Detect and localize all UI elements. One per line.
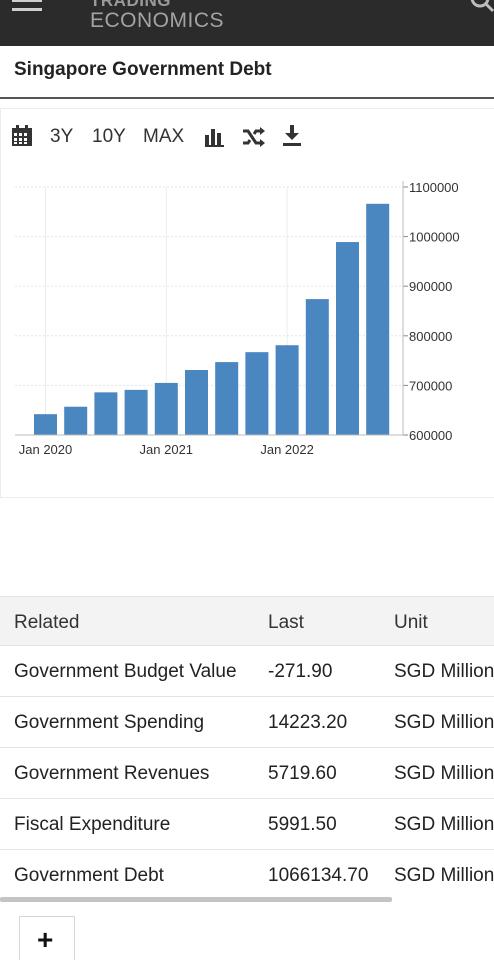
y-tick-label: 1100000 [409,180,459,195]
table-header-row: Related Last Unit [0,596,494,646]
row-unit: SGD Million [394,661,494,682]
row-last: -271.90 [268,661,333,682]
table-row[interactable]: Government Debt 1066134.70 SGD Million [0,850,494,901]
bar [336,242,359,435]
y-tick-label: 600000 [409,428,452,443]
add-button[interactable]: + [19,916,75,960]
search-icon[interactable] [466,0,494,16]
range-10y-button[interactable]: 10Y [92,126,126,147]
title-divider [0,97,494,99]
bar [215,362,239,435]
related-table: Related Last Unit Government Budget Valu… [0,596,494,901]
column-header-last[interactable]: Last [268,612,304,633]
bar [275,345,299,435]
y-tick-label: 900000 [409,279,452,294]
y-tick-label: 700000 [409,378,452,393]
range-max-button[interactable]: MAX [143,126,185,147]
row-unit: SGD Million [394,865,494,886]
bar-chart-icon[interactable] [205,127,225,147]
chart-panel: 3Y 10Y MAX 600000 700000 800000 900000 10000… [0,108,494,498]
bar [366,203,390,435]
table-row[interactable]: Government Spending 14223.20 SGD Million [0,697,494,748]
range-3y-button[interactable]: 3Y [50,126,74,147]
bar [245,352,269,435]
debt-bar-chart: 600000 700000 800000 900000 1000000 1100000 Ja… [15,180,460,457]
y-tick-label: 1000000 [409,230,460,245]
bar [34,414,57,435]
brand-line-1: TRADING [90,0,171,10]
horizontal-scrollbar[interactable] [0,897,392,902]
bar [185,370,208,435]
row-unit: SGD Million [394,712,494,733]
menu-icon[interactable] [12,0,42,18]
top-nav-bar: TRADING ECONOMICS [0,0,494,46]
shuffle-icon[interactable] [242,127,266,147]
chart-toolbar: 3Y 10Y MAX [1,109,494,165]
bar [305,299,329,435]
column-header-related[interactable]: Related [14,612,80,633]
y-tick-label: 800000 [409,329,452,344]
bar [64,406,88,435]
page-title: Singapore Government Debt [14,59,272,80]
x-tick-label: Jan 2021 [140,442,194,457]
row-name[interactable]: Government Debt [14,865,164,886]
column-header-unit[interactable]: Unit [394,612,428,633]
row-unit: SGD Million [394,763,494,784]
row-last: 1066134.70 [268,865,369,886]
row-last: 14223.20 [268,712,348,733]
brand-logo[interactable]: TRADING ECONOMICS [90,0,224,31]
brand-line-2: ECONOMICS [90,9,225,32]
bar [154,382,178,435]
table-row[interactable]: Government Budget Value -271.90 SGD Mill… [0,646,494,697]
row-unit: SGD Million [394,814,494,835]
row-name[interactable]: Government Spending [14,712,205,733]
row-name[interactable]: Government Budget Value [14,661,237,682]
plus-icon: + [37,924,54,955]
row-name[interactable]: Fiscal Expenditure [14,814,171,835]
calendar-icon[interactable] [11,125,33,147]
x-tick-label: Jan 2020 [19,442,73,457]
table-row[interactable]: Government Revenues 5719.60 SGD Million [0,748,494,799]
x-tick-label: Jan 2022 [260,442,314,457]
download-icon[interactable] [282,125,302,147]
bar [94,392,118,435]
bar [124,389,148,435]
row-last: 5991.50 [268,814,337,835]
row-last: 5719.60 [268,763,337,784]
table-row[interactable]: Fiscal Expenditure 5991.50 SGD Million [0,799,494,850]
row-name[interactable]: Government Revenues [14,763,210,784]
